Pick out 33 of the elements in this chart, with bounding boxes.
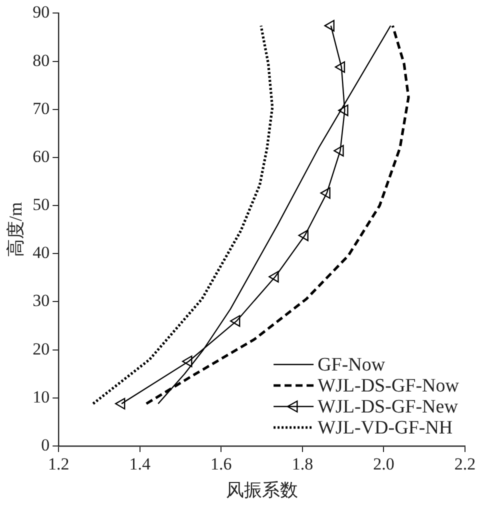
y-tick-label: 20 <box>32 339 50 358</box>
legend-label: WJL-DS-GF-New <box>318 396 458 418</box>
x-tick-label: 1.2 <box>48 454 70 474</box>
y-tick-label: 70 <box>32 98 50 118</box>
point <box>334 144 344 157</box>
y-tick-label: 50 <box>32 195 50 214</box>
line-series <box>92 24 274 405</box>
x-tick-label: 1.8 <box>292 454 314 474</box>
point <box>182 356 192 368</box>
y-tick-label: 60 <box>32 146 50 166</box>
y-tick-label: 0 <box>41 435 50 454</box>
x-tick-label: 1.4 <box>129 454 152 474</box>
point <box>230 315 240 327</box>
point <box>324 20 334 32</box>
y-tick-label: 90 <box>32 2 50 22</box>
point <box>338 104 348 116</box>
point <box>298 230 308 242</box>
legend-label: WJL-VD-GF-NH <box>318 417 453 438</box>
y-tick-label: 10 <box>32 387 50 406</box>
y-tick-label: 40 <box>32 243 50 262</box>
legend-label: GF-Now <box>318 354 386 376</box>
x-tick-label: 2.0 <box>373 454 394 474</box>
y-tick-label: 80 <box>32 50 50 70</box>
y-axis-title: 高度/m <box>6 202 26 258</box>
point <box>114 398 126 410</box>
x-tick-label: 2.2 <box>454 454 476 474</box>
x-tick-label: 1.6 <box>210 454 232 474</box>
x-axis-title: 风振系数 <box>226 480 298 500</box>
point <box>268 270 279 283</box>
legend-label: WJL-DS-GF-Now <box>318 375 460 396</box>
point <box>320 187 330 199</box>
point <box>334 61 346 73</box>
y-tick-label: 30 <box>32 291 50 310</box>
